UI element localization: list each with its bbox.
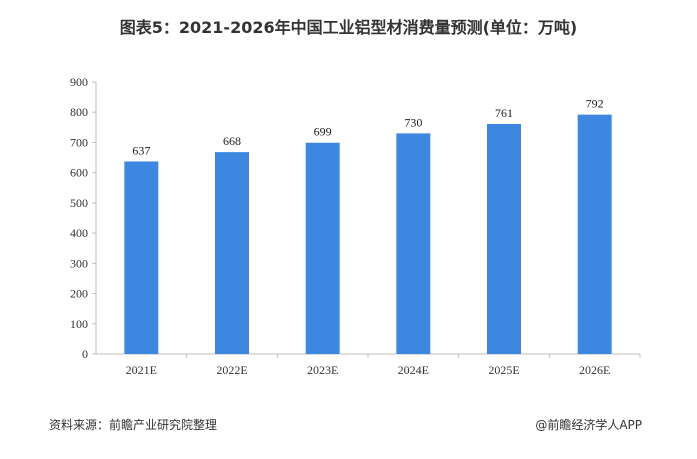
y-tick-label: 500	[70, 196, 88, 210]
bar	[215, 152, 249, 354]
bar-value-label: 699	[314, 125, 332, 139]
y-tick-label: 100	[70, 317, 88, 331]
y-tick-label: 300	[70, 256, 88, 270]
bar-value-label: 668	[223, 134, 241, 148]
x-tick-label: 2022E	[216, 363, 247, 377]
bar	[305, 142, 340, 354]
x-tick-label: 2025E	[488, 363, 519, 377]
x-tick-label: 2023E	[307, 363, 338, 377]
bar-value-label: 637	[132, 143, 150, 157]
credit-note: @前瞻经济学人APP	[535, 418, 642, 432]
chart-title: 图表5：2021-2026年中国工业铝型材消费量预测(单位：万吨)	[119, 18, 578, 37]
bar-value-label: 730	[404, 115, 422, 129]
bar-value-label: 761	[495, 106, 513, 120]
y-tick-label: 200	[70, 287, 88, 301]
bar-value-label: 792	[586, 97, 604, 111]
bar	[396, 133, 431, 354]
y-tick-label: 0	[82, 347, 88, 361]
y-tick-label: 800	[70, 105, 88, 119]
x-tick-label: 2026E	[579, 363, 610, 377]
y-tick-label: 600	[70, 166, 88, 180]
y-tick-label: 400	[70, 226, 88, 240]
y-tick-label: 900	[70, 75, 88, 89]
bar	[124, 161, 159, 354]
y-tick-label: 700	[70, 135, 88, 149]
bar	[487, 124, 521, 355]
x-tick-label: 2021E	[126, 363, 157, 377]
x-tick-label: 2024E	[398, 363, 429, 377]
bar	[577, 114, 612, 354]
source-note: 资料来源：前瞻产业研究院整理	[49, 418, 218, 432]
